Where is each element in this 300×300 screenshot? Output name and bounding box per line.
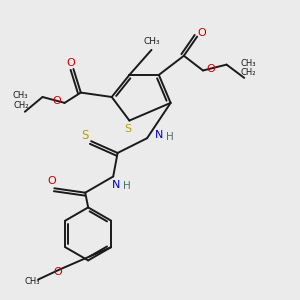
Text: CH₂: CH₂ xyxy=(14,101,29,110)
Text: S: S xyxy=(124,124,131,134)
Text: CH₃: CH₃ xyxy=(13,91,28,100)
Text: CH₃: CH₃ xyxy=(25,278,40,286)
Text: S: S xyxy=(81,129,88,142)
Text: O: O xyxy=(47,176,56,186)
Text: N: N xyxy=(154,130,163,140)
Text: O: O xyxy=(207,64,216,74)
Text: CH₃: CH₃ xyxy=(143,37,160,46)
Text: O: O xyxy=(53,267,62,277)
Text: H: H xyxy=(124,181,131,191)
Text: CH₂: CH₂ xyxy=(240,68,256,77)
Text: N: N xyxy=(112,180,120,190)
Text: CH₃: CH₃ xyxy=(241,58,256,68)
Text: O: O xyxy=(67,58,76,68)
Text: O: O xyxy=(52,96,61,106)
Text: O: O xyxy=(197,28,206,38)
Text: H: H xyxy=(166,132,174,142)
